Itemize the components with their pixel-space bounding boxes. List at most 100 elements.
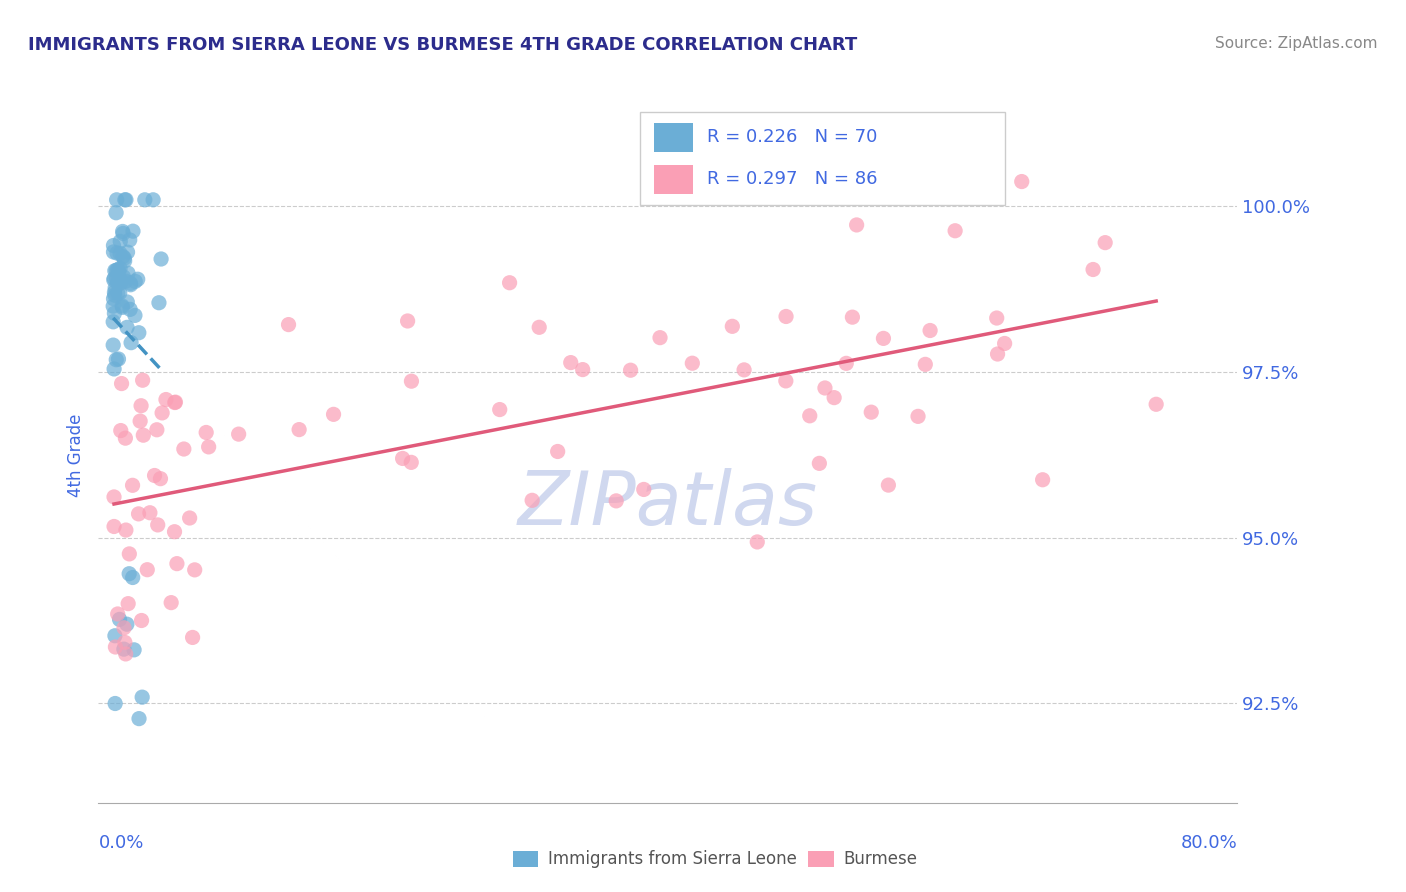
Point [181, 631, 204, 645]
Point [163, 395, 186, 409]
Point [775, 310, 797, 324]
Point [134, 193, 156, 207]
Point [920, 324, 942, 338]
Point [120, 277, 142, 291]
Text: 80.0%: 80.0% [1181, 834, 1237, 852]
Point [907, 409, 929, 424]
Point [166, 557, 188, 571]
Point [104, 697, 127, 711]
Point [128, 712, 150, 726]
Point [111, 301, 134, 315]
Point [118, 547, 141, 561]
Point [322, 408, 344, 422]
Point [121, 478, 143, 492]
Point [860, 405, 883, 419]
Point [146, 517, 169, 532]
Point [107, 285, 129, 300]
Point [520, 493, 543, 508]
Point [183, 563, 205, 577]
Point [1094, 235, 1116, 250]
Point [122, 224, 145, 238]
Point [994, 336, 1017, 351]
Point [488, 402, 510, 417]
Point [107, 262, 129, 277]
Text: ZIPatlas: ZIPatlas [517, 467, 818, 540]
Point [747, 535, 769, 549]
Point [103, 273, 125, 287]
Point [149, 472, 172, 486]
Point [277, 318, 299, 332]
Point [845, 218, 868, 232]
Point [112, 642, 135, 657]
Point [160, 596, 183, 610]
Point [1081, 262, 1104, 277]
Point [108, 246, 131, 260]
Point [1144, 397, 1167, 411]
Point [104, 264, 127, 278]
Point [107, 264, 129, 278]
Point [943, 224, 966, 238]
Point [131, 614, 153, 628]
Point [721, 319, 744, 334]
Point [129, 399, 152, 413]
Point [103, 362, 125, 376]
Point [560, 355, 582, 369]
Point [103, 338, 125, 352]
Point [107, 276, 129, 290]
Text: Immigrants from Sierra Leone: Immigrants from Sierra Leone [548, 850, 797, 868]
Point [498, 276, 520, 290]
Point [107, 351, 129, 366]
Point [681, 356, 703, 370]
Text: R = 0.297   N = 86: R = 0.297 N = 86 [707, 170, 877, 188]
Point [288, 423, 311, 437]
Point [114, 193, 136, 207]
Point [110, 276, 132, 290]
Point [142, 193, 165, 207]
Point [835, 356, 858, 370]
Point [115, 617, 138, 632]
Point [103, 490, 125, 504]
Point [155, 392, 177, 407]
Point [841, 310, 863, 325]
Point [120, 277, 142, 292]
Point [124, 309, 146, 323]
Point [808, 456, 831, 470]
Point [103, 292, 125, 306]
Point [823, 391, 845, 405]
Point [136, 563, 159, 577]
Point [103, 271, 125, 285]
Point [115, 523, 138, 537]
Point [124, 274, 146, 288]
Point [105, 193, 128, 207]
Point [104, 640, 127, 654]
Point [150, 252, 173, 266]
Point [105, 352, 128, 367]
Point [529, 320, 551, 334]
Point [110, 424, 132, 438]
Point [104, 281, 127, 295]
Point [103, 306, 125, 320]
Y-axis label: 4th Grade: 4th Grade [67, 413, 86, 497]
Point [104, 629, 127, 643]
Point [163, 524, 186, 539]
Point [117, 295, 139, 310]
Point [117, 597, 139, 611]
Point [987, 347, 1010, 361]
Point [143, 468, 166, 483]
Point [195, 425, 218, 440]
Point [103, 285, 125, 300]
Point [107, 607, 129, 621]
Point [110, 235, 132, 249]
Point [115, 193, 138, 207]
Text: R = 0.226   N = 70: R = 0.226 N = 70 [707, 128, 877, 146]
Point [619, 363, 641, 377]
Point [733, 363, 755, 377]
Point [105, 206, 128, 220]
Point [121, 570, 143, 584]
Point [877, 478, 900, 492]
Point [111, 250, 134, 264]
Point [114, 253, 136, 268]
Text: IMMIGRANTS FROM SIERRA LEONE VS BURMESE 4TH GRADE CORRELATION CHART: IMMIGRANTS FROM SIERRA LEONE VS BURMESE … [28, 36, 858, 54]
Point [401, 374, 423, 388]
Point [118, 233, 141, 247]
